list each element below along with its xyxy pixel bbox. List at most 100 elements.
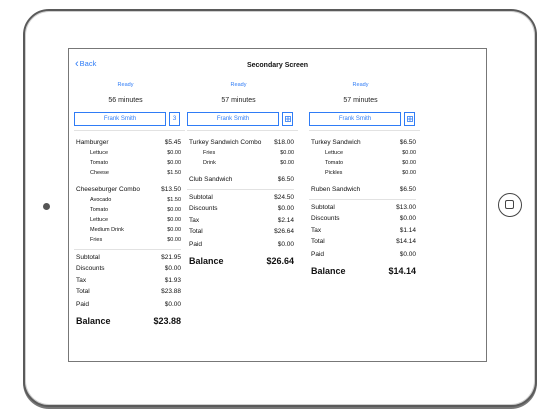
modifier: Pickles $0.00 bbox=[311, 169, 416, 179]
total-row: Total $23.88 bbox=[76, 288, 181, 299]
modifier-name: Drink bbox=[203, 160, 216, 166]
total-row: Total $14.14 bbox=[311, 238, 416, 249]
spacer bbox=[311, 179, 416, 186]
subtotal-row-price: $21.95 bbox=[161, 254, 181, 261]
total-row: Total $26.64 bbox=[189, 228, 294, 239]
total-row-price: $14.14 bbox=[396, 237, 416, 245]
balance-row: Balance $23.88 bbox=[76, 316, 181, 330]
divider bbox=[309, 199, 416, 200]
modifier: Fries $0.00 bbox=[76, 236, 181, 246]
home-button-icon[interactable] bbox=[498, 193, 522, 217]
modifier-name: Tomato bbox=[325, 160, 344, 166]
server-button[interactable]: Frank Smith bbox=[309, 112, 401, 126]
divider bbox=[187, 189, 294, 190]
elapsed-time: 56 minutes bbox=[108, 97, 143, 104]
tax-row-name: Tax bbox=[311, 226, 322, 234]
modifier-name: Lettuce bbox=[90, 217, 109, 223]
order-item: Club Sandwich $6.50 bbox=[189, 176, 294, 186]
subtotal-row-price: $24.50 bbox=[274, 194, 294, 201]
paid-row-price: $0.00 bbox=[399, 251, 416, 259]
elapsed-time: 57 minutes bbox=[221, 97, 256, 104]
order-item-name: Ruben Sandwich bbox=[311, 186, 361, 193]
order-item-price: $6.50 bbox=[277, 176, 294, 183]
modifier-name: Tomato bbox=[90, 207, 109, 213]
balance-row: Balance $14.14 bbox=[311, 266, 416, 280]
paid-row-name: Paid bbox=[76, 301, 90, 309]
discounts-row-price: $0.00 bbox=[164, 265, 181, 273]
server-button[interactable]: Frank Smith bbox=[187, 112, 279, 126]
modifier-price: $1.50 bbox=[167, 170, 181, 176]
modifier-name: Cheese bbox=[90, 170, 109, 176]
balance-row-name: Balance bbox=[76, 316, 111, 327]
order-item: Hamburger $5.45 bbox=[76, 139, 181, 149]
guest-count-button[interactable]: 3 bbox=[169, 112, 180, 126]
modifier-price: $0.00 bbox=[167, 227, 181, 233]
modifier-price: $0.00 bbox=[280, 150, 294, 156]
modifier: Tomato $0.00 bbox=[76, 206, 181, 216]
modifier-price: $0.00 bbox=[402, 170, 416, 176]
order-list: Turkey Sandwich Combo $18.00 Fries $0.00 Dri… bbox=[187, 139, 294, 270]
modifier: Avocado $1.50 bbox=[76, 196, 181, 206]
order-item: Turkey Sandwich $6.50 bbox=[311, 139, 416, 149]
modifier: Tomato $0.00 bbox=[311, 159, 416, 169]
divider bbox=[74, 130, 185, 131]
total-row-name: Total bbox=[76, 287, 90, 295]
order-item-price: $6.50 bbox=[399, 139, 416, 146]
grid-button[interactable] bbox=[404, 112, 415, 126]
grid-button[interactable] bbox=[282, 112, 293, 126]
total-row-price: $23.88 bbox=[161, 287, 181, 295]
back-button[interactable]: ‹Back bbox=[75, 59, 97, 70]
subtotal-row: Subtotal $13.00 bbox=[311, 204, 416, 215]
back-label: Back bbox=[79, 59, 97, 68]
balance-row-price: $23.88 bbox=[153, 316, 181, 327]
modifier-price: $0.00 bbox=[167, 150, 181, 156]
subtotal-row-price: $13.00 bbox=[396, 204, 416, 211]
balance-row: Balance $26.64 bbox=[189, 256, 294, 270]
app-screen: ‹Back Secondary Screen Ready 56 minutes Fr… bbox=[68, 48, 487, 362]
spacer bbox=[76, 179, 181, 186]
navigation-bar: ‹Back Secondary Screen bbox=[69, 49, 486, 79]
discounts-row: Discounts $0.00 bbox=[311, 215, 416, 226]
grid-icon bbox=[406, 116, 413, 122]
paid-row: Paid $0.00 bbox=[189, 241, 294, 254]
order-item-name: Turkey Sandwich Combo bbox=[189, 139, 262, 146]
tax-row: Tax $2.14 bbox=[189, 217, 294, 228]
modifier-name: Lettuce bbox=[90, 150, 109, 156]
subtotal-row-name: Subtotal bbox=[311, 204, 335, 211]
divider bbox=[309, 130, 420, 131]
elapsed-time: 57 minutes bbox=[343, 97, 378, 104]
status-label: Ready bbox=[117, 82, 134, 88]
modifier-name: Fries bbox=[203, 150, 216, 156]
tax-row-price: $1.14 bbox=[399, 226, 416, 234]
order-item-price: $5.45 bbox=[164, 139, 181, 146]
discounts-row-price: $0.00 bbox=[277, 205, 294, 213]
modifier-name: Avocado bbox=[90, 197, 112, 203]
modifier-name: Medium Drink bbox=[90, 227, 124, 233]
paid-row-price: $0.00 bbox=[277, 241, 294, 249]
modifier-price: $0.00 bbox=[167, 237, 181, 243]
modifier-price: $0.00 bbox=[280, 160, 294, 166]
modifier: Lettuce $0.00 bbox=[76, 216, 181, 226]
modifier-name: Tomato bbox=[90, 160, 109, 166]
balance-row-name: Balance bbox=[189, 256, 224, 267]
discounts-row: Discounts $0.00 bbox=[76, 265, 181, 276]
balance-row-price: $14.14 bbox=[388, 266, 416, 277]
server-button[interactable]: Frank Smith bbox=[74, 112, 166, 126]
modifier-price: $1.50 bbox=[167, 197, 181, 203]
order-list: Turkey Sandwich $6.50 Lettuce $0.00 Tomato $0… bbox=[309, 139, 416, 280]
order-item-name: Turkey Sandwich bbox=[311, 139, 361, 146]
order-item-name: Hamburger bbox=[76, 139, 109, 146]
tax-row-price: $1.93 bbox=[164, 276, 181, 284]
tax-row-price: $2.14 bbox=[277, 216, 294, 224]
discounts-row-price: $0.00 bbox=[399, 215, 416, 223]
subtotal-row-name: Subtotal bbox=[189, 194, 213, 201]
paid-row-price: $0.00 bbox=[164, 301, 181, 309]
order-list: Hamburger $5.45 Lettuce $0.00 Tomato $0.00 Che… bbox=[74, 139, 181, 330]
modifier: Lettuce $0.00 bbox=[76, 149, 181, 159]
modifier: Fries $0.00 bbox=[189, 149, 294, 159]
status-label: Ready bbox=[352, 82, 369, 88]
order-item-price: $13.50 bbox=[161, 186, 181, 193]
modifier-price: $0.00 bbox=[167, 160, 181, 166]
subtotal-row-name: Subtotal bbox=[76, 254, 100, 261]
order-item: Cheeseburger Combo $13.50 bbox=[76, 186, 181, 196]
